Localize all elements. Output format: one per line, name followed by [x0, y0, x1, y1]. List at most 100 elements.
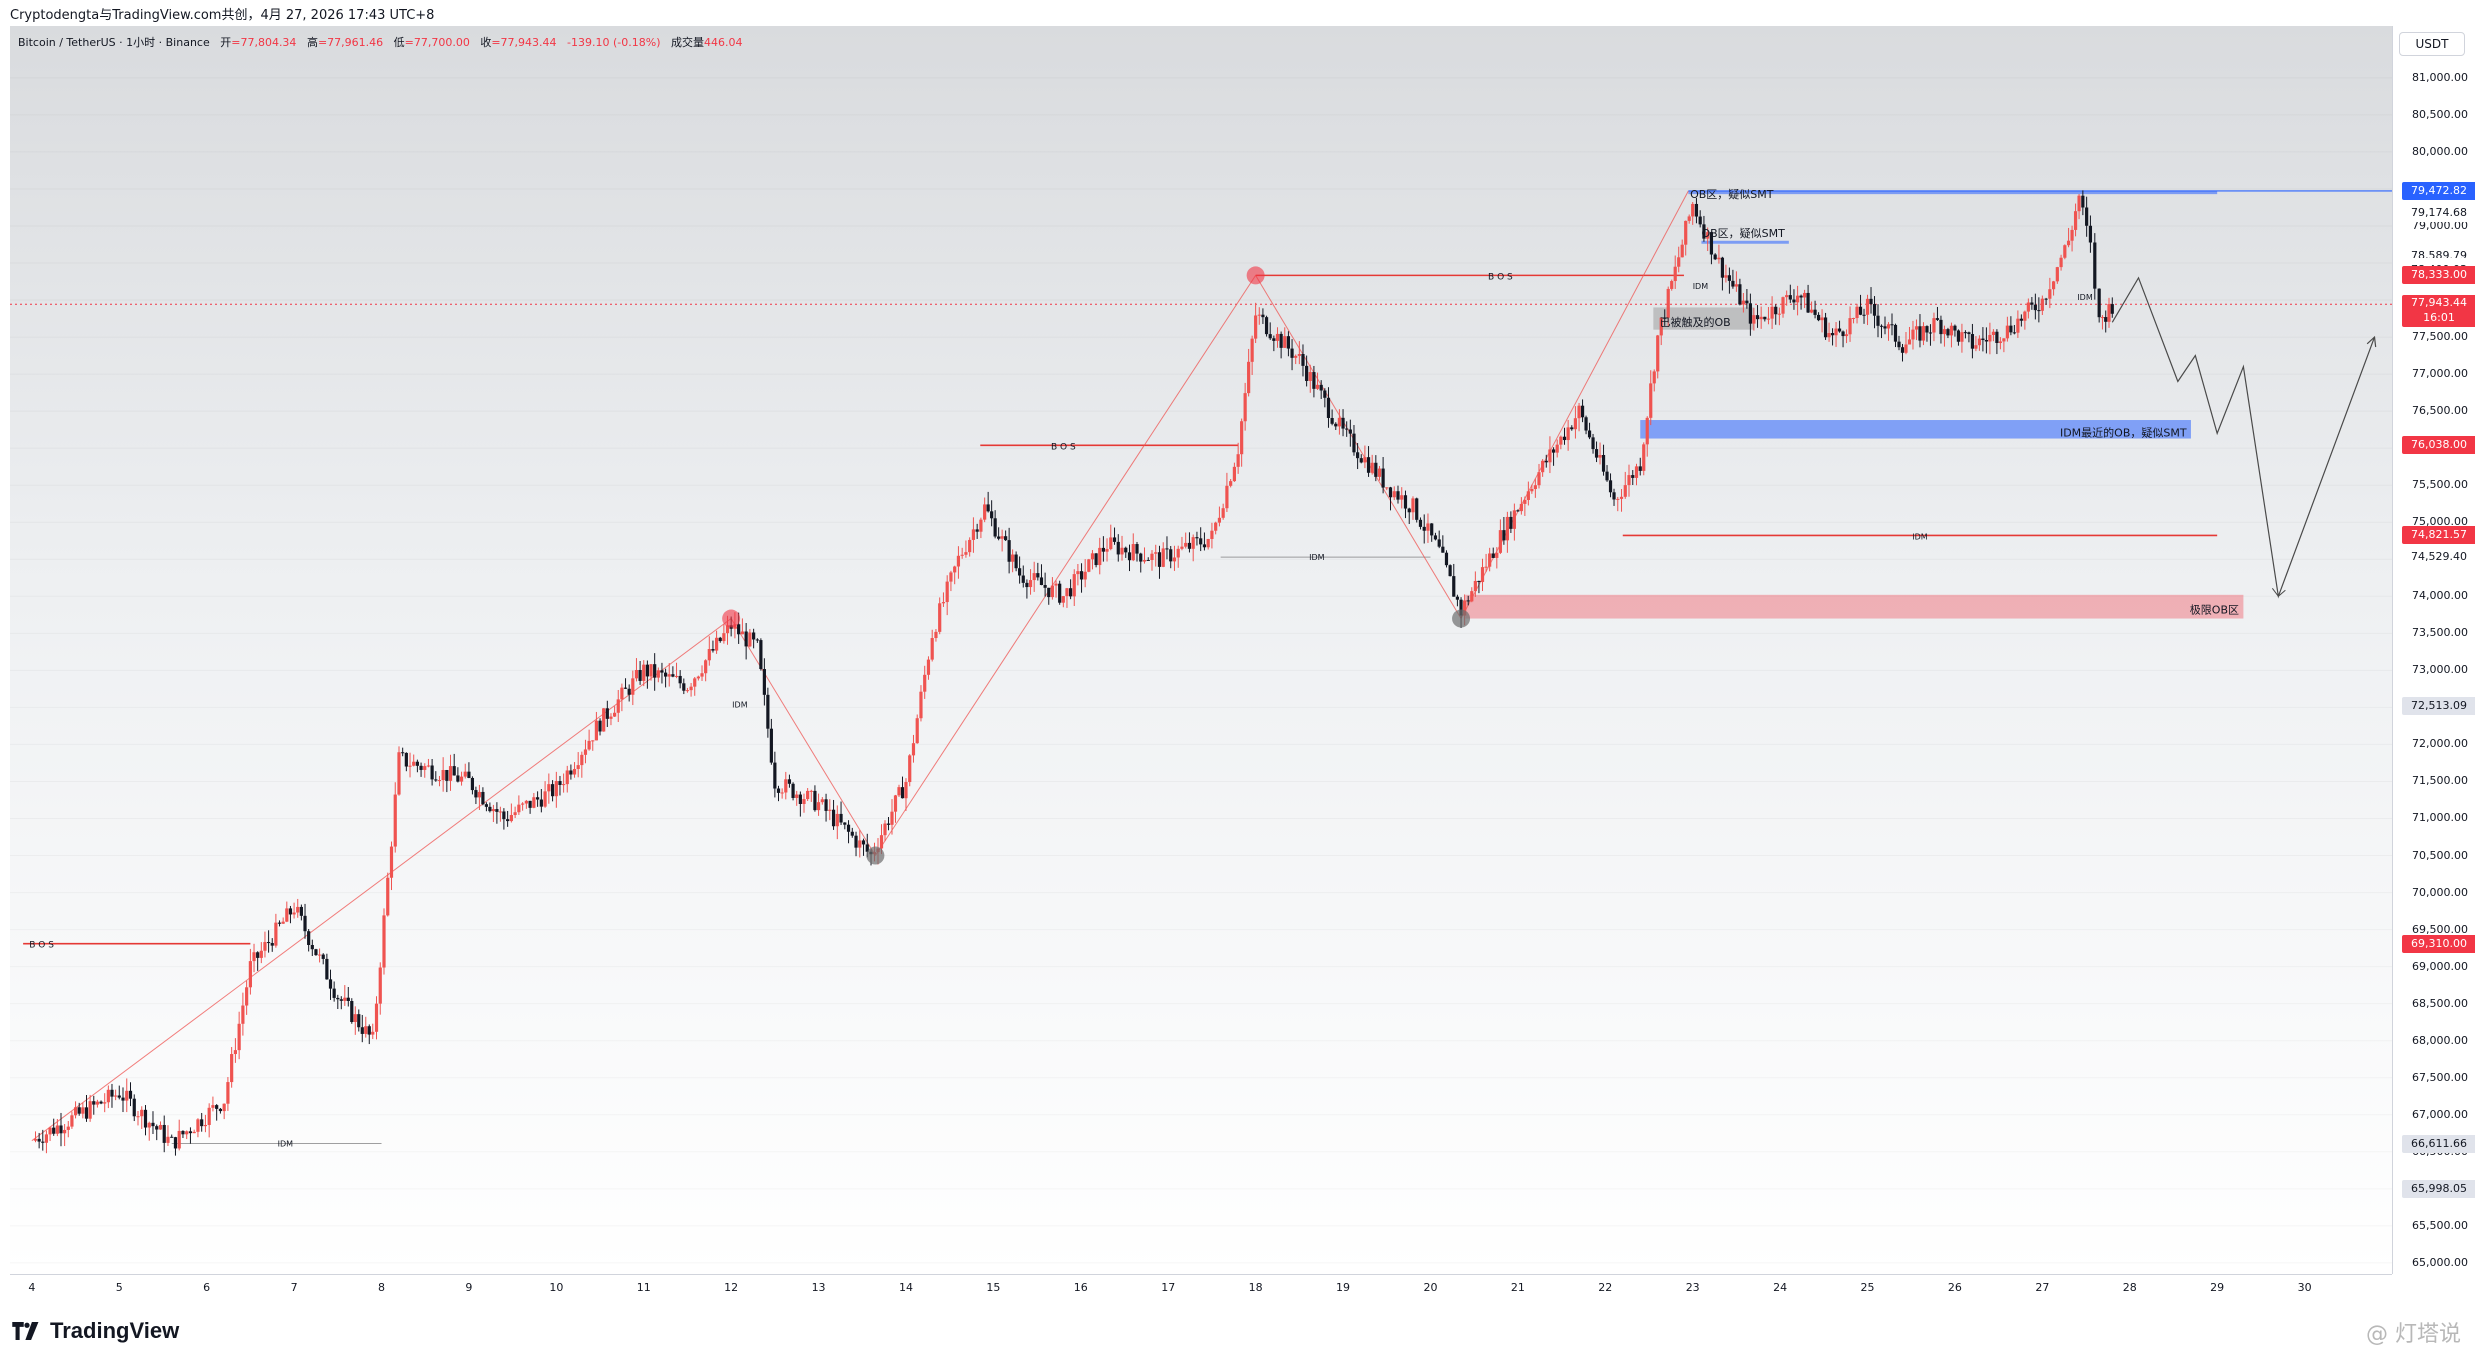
candle-body — [1897, 341, 1901, 348]
candle-body — [1484, 566, 1488, 568]
ob-zone-0 — [1688, 191, 2218, 195]
candle-body — [339, 999, 343, 1001]
candle-body — [613, 712, 617, 717]
candle-body — [1509, 516, 1513, 529]
candle-body — [1297, 353, 1301, 356]
candle-body — [986, 504, 990, 512]
candle-body — [1802, 292, 1807, 298]
price-tag: 65,998.05 — [2402, 1179, 2475, 1198]
time-tick-label: 16 — [1073, 1281, 1088, 1294]
candle-body — [488, 806, 492, 812]
candle-body — [299, 906, 303, 916]
tradingview-logo[interactable]: TradingView — [12, 1318, 179, 1344]
candle-body — [1127, 552, 1132, 561]
candle-body — [2026, 302, 2030, 312]
candle-body — [1939, 319, 1943, 335]
candle-body — [1928, 332, 1933, 334]
time-tick-label: 8 — [378, 1281, 385, 1294]
candle-body — [1165, 548, 1169, 550]
candle-body — [188, 1131, 193, 1134]
candle-body — [704, 660, 708, 674]
candle-body — [1949, 325, 1954, 336]
candle-body — [835, 813, 839, 827]
candle-body — [926, 659, 931, 675]
candle-body — [1935, 318, 1940, 320]
candle-body — [1638, 466, 1642, 471]
trend-line-1 — [730, 618, 876, 856]
price-chart-svg[interactable]: B O S B O S B O S IDM IDM IDM IDM IDM IDM OB区，疑似S… — [10, 26, 2392, 1274]
candle-body — [1608, 480, 1613, 493]
candle-body — [1623, 485, 1627, 497]
candle-body — [631, 678, 635, 695]
time-tick-label: 14 — [898, 1281, 913, 1294]
candle-body — [1879, 325, 1884, 327]
candle-body — [1960, 332, 1964, 342]
candle-body — [953, 566, 957, 573]
candle-body — [2088, 225, 2093, 243]
candle-body — [620, 687, 624, 700]
candle-body — [1154, 552, 1158, 554]
candle-body — [1254, 315, 1258, 339]
candle-body — [1977, 338, 1982, 346]
candle-body — [1039, 577, 1044, 586]
candle-body — [1011, 554, 1015, 562]
footer: TradingView @ 灯塔说 — [0, 1300, 2475, 1360]
candle-body — [598, 720, 602, 732]
candle-body — [509, 815, 513, 822]
candle-body — [1083, 571, 1087, 580]
time-tick-label: 7 — [290, 1281, 298, 1294]
candle-body — [517, 804, 521, 813]
idm-label-2: IDM — [1309, 553, 1325, 562]
candle-body — [1098, 547, 1102, 566]
candle-body — [88, 1101, 92, 1119]
candle-body — [1124, 547, 1128, 553]
candle-body — [649, 664, 653, 677]
candle-body — [1036, 573, 1040, 578]
time-tick-label: 24 — [1773, 1281, 1788, 1294]
candle-body — [780, 792, 784, 794]
candle-body — [725, 625, 730, 634]
candle-body — [1612, 492, 1616, 500]
price-axis[interactable]: USDT 81,000.0080,500.0080,000.0079,500.0… — [2392, 26, 2475, 1274]
candle-body — [820, 799, 824, 803]
chart-pane[interactable]: B O S B O S B O S IDM IDM IDM IDM IDM IDM OB区，疑似S… — [10, 26, 2392, 1274]
candle-body — [1663, 317, 1667, 319]
candle-body — [1763, 316, 1767, 320]
candle-body — [850, 831, 854, 836]
candle-body — [2016, 318, 2020, 333]
candle-body — [1851, 318, 1856, 320]
candle-body — [192, 1131, 196, 1134]
candle-body — [802, 799, 806, 804]
candle-body — [1268, 334, 1272, 339]
candle-body — [1139, 553, 1143, 562]
swing-marker-0 — [722, 609, 741, 628]
candle-body — [307, 931, 311, 945]
candle-body — [572, 768, 577, 775]
candle-body — [1448, 565, 1452, 577]
candle-body — [1403, 495, 1408, 509]
candle-body — [2077, 195, 2081, 212]
swing-marker-1 — [866, 846, 885, 865]
currency-button[interactable]: USDT — [2399, 32, 2465, 56]
projection-arrowhead — [2366, 335, 2377, 348]
candle-body — [37, 1138, 41, 1142]
candle-body — [1112, 537, 1117, 542]
candle-body — [1480, 567, 1485, 583]
time-tick-label: 17 — [1161, 1281, 1176, 1294]
candle-body — [1555, 444, 1559, 453]
time-axis[interactable]: 4 5 6 7 8 9 10 11 12 13 14 15 16 17 18 19 20 21 22 23 24 25 26… — [10, 1274, 2392, 1301]
candle-body — [426, 765, 431, 767]
time-tick-label: 18 — [1248, 1281, 1263, 1294]
candle-body — [1541, 460, 1545, 473]
candle-body — [1566, 427, 1570, 441]
candle-body — [1502, 530, 1506, 541]
time-tick-label: 9 — [465, 1281, 473, 1294]
candle-body — [1283, 336, 1287, 348]
candle-body — [346, 997, 350, 1001]
trend-line-0 — [31, 618, 732, 1142]
candle-body — [1855, 306, 1859, 319]
candle-body — [900, 787, 905, 799]
candle-body — [1356, 452, 1360, 459]
candle-body — [1837, 328, 1842, 332]
candle-body — [1741, 300, 1745, 305]
